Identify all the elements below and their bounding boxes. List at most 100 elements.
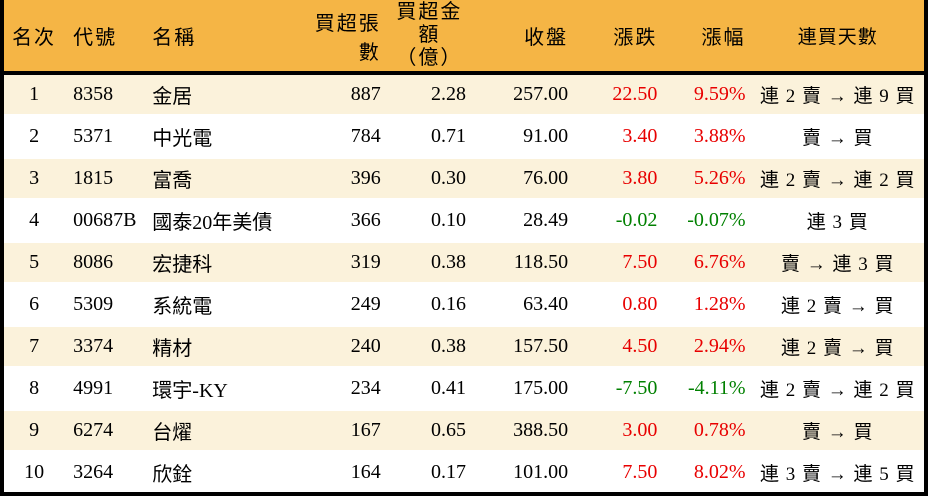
cell-close: 157.50 xyxy=(470,323,572,368)
cell-name: 金居 xyxy=(146,73,295,116)
cell-code: 00687B xyxy=(64,198,147,242)
col-header-code: 代號 xyxy=(64,0,147,75)
cell-name: 國泰20年美債 xyxy=(146,198,295,242)
cell-close: 118.50 xyxy=(470,240,572,284)
cell-amount: 0.16 xyxy=(386,281,471,326)
col-header-rank: 名次 xyxy=(2,0,65,75)
col-header-streak: 連買天數 xyxy=(751,0,926,75)
cell-change: 0.80 xyxy=(571,281,662,326)
cell-streak: 賣 → 買 xyxy=(751,114,926,158)
cell-close: 175.00 xyxy=(470,365,572,410)
cell-amount: 0.10 xyxy=(386,198,471,242)
cell-change: 3.00 xyxy=(571,407,662,452)
cell-amount: 0.30 xyxy=(386,156,471,200)
cell-code: 5309 xyxy=(64,281,147,326)
cell-streak: 連 2 賣 → 連 9 買 xyxy=(751,73,926,116)
cell-volume: 396 xyxy=(294,156,387,200)
cell-change-pct: 9.59% xyxy=(661,73,752,116)
cell-name: 欣銓 xyxy=(146,449,295,494)
cell-amount: 2.28 xyxy=(386,73,471,116)
cell-code: 4991 xyxy=(64,365,147,410)
cell-change-pct: 5.26% xyxy=(661,156,752,200)
cell-change: 22.50 xyxy=(571,73,662,116)
cell-change-pct: -0.07% xyxy=(661,198,752,242)
cell-volume: 249 xyxy=(294,281,387,326)
cell-volume: 887 xyxy=(294,73,387,116)
cell-close: 91.00 xyxy=(470,114,572,158)
col-header-amount: 買超金額 （億） xyxy=(386,0,471,75)
col-header-amount-line1: 買超金額 xyxy=(396,1,463,46)
cell-name: 富喬 xyxy=(146,156,295,200)
cell-close: 101.00 xyxy=(470,449,572,494)
cell-name: 宏捷科 xyxy=(146,240,295,284)
cell-rank: 4 xyxy=(2,198,65,242)
table-row: 6 5309 系統電 249 0.16 63.40 0.80 1.28% 連 2… xyxy=(2,281,926,326)
cell-rank: 3 xyxy=(2,156,65,200)
cell-name: 系統電 xyxy=(146,281,295,326)
cell-rank: 1 xyxy=(2,73,65,116)
cell-change: 7.50 xyxy=(571,449,662,494)
cell-volume: 167 xyxy=(294,407,387,452)
cell-streak: 連 2 賣 → 買 xyxy=(751,323,926,368)
cell-close: 28.49 xyxy=(470,198,572,242)
cell-change-pct: 3.88% xyxy=(661,114,752,158)
table-row: 1 8358 金居 887 2.28 257.00 22.50 9.59% 連 … xyxy=(2,73,926,116)
cell-amount: 0.41 xyxy=(386,365,471,410)
cell-name: 中光電 xyxy=(146,114,295,158)
cell-change-pct: 0.78% xyxy=(661,407,752,452)
table-row: 4 00687B 國泰20年美債 366 0.10 28.49 -0.02 -0… xyxy=(2,198,926,242)
cell-close: 76.00 xyxy=(470,156,572,200)
cell-code: 3264 xyxy=(64,449,147,494)
cell-code: 8086 xyxy=(64,240,147,284)
cell-change: 3.40 xyxy=(571,114,662,158)
cell-streak: 連 2 賣 → 連 2 買 xyxy=(751,365,926,410)
cell-close: 63.40 xyxy=(470,281,572,326)
table-row: 3 1815 富喬 396 0.30 76.00 3.80 5.26% 連 2 … xyxy=(2,156,926,200)
cell-amount: 0.71 xyxy=(386,114,471,158)
cell-streak: 賣 → 連 3 買 xyxy=(751,240,926,284)
cell-volume: 234 xyxy=(294,365,387,410)
col-header-change-pct: 漲幅 xyxy=(661,0,752,75)
cell-streak: 連 3 買 xyxy=(751,198,926,242)
cell-rank: 7 xyxy=(2,323,65,368)
col-header-amount-line2: （億） xyxy=(396,47,463,69)
cell-change-pct: 8.02% xyxy=(661,449,752,494)
cell-rank: 5 xyxy=(2,240,65,284)
col-header-change: 漲跌 xyxy=(571,0,662,75)
cell-amount: 0.38 xyxy=(386,323,471,368)
col-header-volume: 買超張數 xyxy=(294,0,387,75)
header-row: 名次 代號 名稱 買超張數 買超金額 （億） 收盤 漲跌 漲幅 連買天數 xyxy=(2,0,926,75)
table-row: 7 3374 精材 240 0.38 157.50 4.50 2.94% 連 2… xyxy=(2,323,926,368)
cell-amount: 0.17 xyxy=(386,449,471,494)
cell-streak: 連 2 賣 → 連 2 買 xyxy=(751,156,926,200)
cell-amount: 0.38 xyxy=(386,240,471,284)
cell-name: 精材 xyxy=(146,323,295,368)
cell-volume: 240 xyxy=(294,323,387,368)
cell-name: 環宇-KY xyxy=(146,365,295,410)
cell-amount: 0.65 xyxy=(386,407,471,452)
table-row: 2 5371 中光電 784 0.71 91.00 3.40 3.88% 賣 →… xyxy=(2,114,926,158)
cell-volume: 164 xyxy=(294,449,387,494)
cell-code: 3374 xyxy=(64,323,147,368)
cell-change: -0.02 xyxy=(571,198,662,242)
cell-change: 3.80 xyxy=(571,156,662,200)
table-row: 9 6274 台燿 167 0.65 388.50 3.00 0.78% 賣 →… xyxy=(2,407,926,452)
cell-change-pct: 1.28% xyxy=(661,281,752,326)
cell-close: 388.50 xyxy=(470,407,572,452)
cell-streak: 賣 → 買 xyxy=(751,407,926,452)
cell-close: 257.00 xyxy=(470,73,572,116)
cell-name: 台燿 xyxy=(146,407,295,452)
table-row: 5 8086 宏捷科 319 0.38 118.50 7.50 6.76% 賣 … xyxy=(2,240,926,284)
cell-volume: 366 xyxy=(294,198,387,242)
cell-rank: 9 xyxy=(2,407,65,452)
table-row: 8 4991 環宇-KY 234 0.41 175.00 -7.50 -4.11… xyxy=(2,365,926,410)
cell-volume: 319 xyxy=(294,240,387,284)
cell-code: 1815 xyxy=(64,156,147,200)
cell-rank: 6 xyxy=(2,281,65,326)
cell-volume: 784 xyxy=(294,114,387,158)
cell-change-pct: 2.94% xyxy=(661,323,752,368)
cell-rank: 10 xyxy=(2,449,65,494)
cell-change: -7.50 xyxy=(571,365,662,410)
